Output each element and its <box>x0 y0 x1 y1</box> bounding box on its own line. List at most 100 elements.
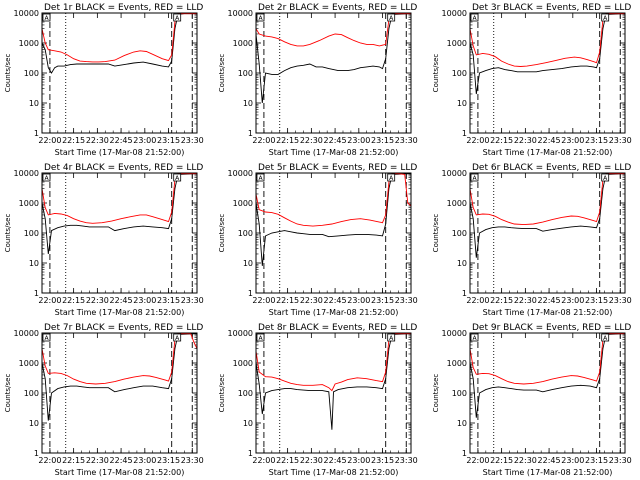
plot-frame <box>469 332 626 454</box>
chart-panel-1: Det 1r BLACK = Events, RED = LLD Counts/s… <box>4 3 204 157</box>
y-tick-label: 1 <box>248 449 253 458</box>
x-tick-label: 22:00 <box>466 136 489 145</box>
x-tick-label: 23:15 <box>585 296 608 305</box>
y-tick-label: 100 <box>238 229 253 238</box>
attenuator-marker-box <box>256 13 265 22</box>
x-tick-label: 22:45 <box>110 136 133 145</box>
series-lld-line <box>469 173 625 226</box>
attenuator-marker-label: A <box>603 175 608 182</box>
y-tick-label: 100 <box>238 69 253 78</box>
x-tick-label: 22:30 <box>86 296 109 305</box>
x-tick-label: 22:45 <box>110 456 133 465</box>
x-tick-label: 23:15 <box>585 136 608 145</box>
x-tick-label: 22:45 <box>324 456 347 465</box>
x-tick-label: 22:15 <box>276 456 299 465</box>
y-tick-label: 1000 <box>233 199 253 208</box>
attenuator-marker-label: A <box>472 15 477 22</box>
y-axis-label: Counts/sec <box>4 374 12 413</box>
x-tick-label: 23:00 <box>347 136 370 145</box>
attenuator-marker-label: A <box>175 15 180 22</box>
x-tick-label: 22:15 <box>490 456 513 465</box>
y-tick-label: 10000 <box>442 329 467 338</box>
x-axis-label: Start Time (17-Mar-08 21:52:00) <box>269 308 399 317</box>
x-axis-label: Start Time (17-Mar-08 21:52:00) <box>55 468 185 477</box>
plot-frame <box>469 12 626 134</box>
attenuator-marker-label: A <box>258 15 263 22</box>
x-tick-label: 23:15 <box>157 136 180 145</box>
x-tick-label: 22:30 <box>300 296 323 305</box>
attenuator-marker-box <box>42 13 51 22</box>
x-axis-label: Start Time (17-Mar-08 21:52:00) <box>483 148 613 157</box>
x-tick-label: 23:30 <box>395 136 418 145</box>
x-tick-label: 23:15 <box>371 136 394 145</box>
series-lld-line <box>41 13 197 63</box>
attenuator-marker-label: A <box>472 175 477 182</box>
x-tick-label: 23:00 <box>561 456 584 465</box>
attenuator-marker-box <box>387 333 396 342</box>
y-tick-label: 10 <box>243 99 253 108</box>
y-tick-label: 100 <box>238 389 253 398</box>
x-tick-label: 23:15 <box>371 456 394 465</box>
attenuator-marker-box <box>601 333 610 342</box>
x-tick-label: 22:00 <box>38 136 61 145</box>
y-axis-label: Counts/sec <box>4 214 12 253</box>
y-axis-label: Counts/sec <box>218 54 226 93</box>
y-axis-label: Counts/sec <box>432 54 440 93</box>
series-events-line <box>41 333 198 421</box>
attenuator-marker-box <box>173 173 182 182</box>
x-tick-label: 22:15 <box>276 136 299 145</box>
y-tick-label: 10000 <box>228 329 253 338</box>
attenuator-marker-label: A <box>603 15 608 22</box>
chart-panel-5: Det 5r BLACK = Events, RED = LLD Counts/s… <box>218 163 418 317</box>
y-tick-label: 10000 <box>442 169 467 178</box>
attenuator-marker-label: A <box>389 335 394 342</box>
y-tick-label: 10000 <box>228 9 253 18</box>
chart-title: Det 6r BLACK = Events, RED = LLD <box>472 163 631 173</box>
plot-frame <box>469 172 626 294</box>
y-tick-label: 10000 <box>228 169 253 178</box>
series-lld-line <box>255 333 411 392</box>
chart-title: Det 3r BLACK = Events, RED = LLD <box>472 3 631 13</box>
attenuator-marker-box <box>601 13 610 22</box>
y-tick-label: 10 <box>457 259 467 268</box>
x-tick-label: 23:30 <box>609 136 632 145</box>
chart-title: Det 2r BLACK = Events, RED = LLD <box>258 3 417 13</box>
y-tick-label: 10 <box>243 259 253 268</box>
x-tick-label: 22:30 <box>514 456 537 465</box>
y-tick-label: 10000 <box>14 9 39 18</box>
y-tick-label: 100 <box>452 69 467 78</box>
attenuator-marker-box <box>256 333 265 342</box>
y-tick-label: 1 <box>248 129 253 138</box>
y-tick-label: 1000 <box>447 359 467 368</box>
x-tick-label: 22:00 <box>252 456 275 465</box>
x-tick-label: 22:15 <box>62 136 85 145</box>
y-tick-label: 1000 <box>19 359 39 368</box>
x-tick-label: 22:15 <box>490 136 513 145</box>
y-tick-label: 10000 <box>14 169 39 178</box>
y-tick-label: 1000 <box>19 199 39 208</box>
attenuator-marker-label: A <box>175 335 180 342</box>
x-tick-label: 23:15 <box>371 296 394 305</box>
series-lld-line <box>41 173 197 224</box>
y-axis-label: Counts/sec <box>218 214 226 253</box>
y-tick-label: 1000 <box>19 39 39 48</box>
plot-frame <box>255 172 412 294</box>
x-tick-label: 23:00 <box>133 136 156 145</box>
plot-frame <box>255 332 412 454</box>
chart-panel-2: Det 2r BLACK = Events, RED = LLD Counts/s… <box>218 3 418 157</box>
attenuator-marker-label: A <box>175 175 180 182</box>
x-tick-label: 22:30 <box>86 136 109 145</box>
x-tick-label: 22:30 <box>86 456 109 465</box>
y-tick-label: 10 <box>29 99 39 108</box>
x-tick-label: 22:45 <box>324 136 347 145</box>
x-tick-label: 22:15 <box>62 456 85 465</box>
y-tick-label: 100 <box>24 69 39 78</box>
x-tick-label: 22:15 <box>276 296 299 305</box>
y-tick-label: 10 <box>243 419 253 428</box>
attenuator-marker-label: A <box>44 175 49 182</box>
y-tick-label: 10 <box>29 259 39 268</box>
chart-title: Det 5r BLACK = Events, RED = LLD <box>258 163 417 173</box>
series-events-line <box>41 13 197 74</box>
series-events-line <box>469 13 626 95</box>
